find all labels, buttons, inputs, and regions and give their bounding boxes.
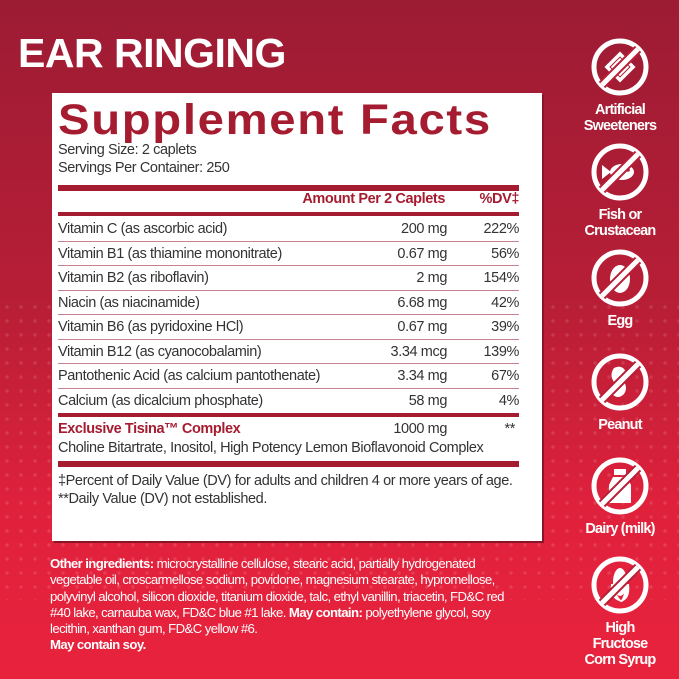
corn-icon	[591, 556, 649, 614]
nutrient-dv: 154%	[483, 270, 520, 286]
free-from-label: High Fructose Corn Syrup	[584, 620, 657, 668]
free-from-label: Peanut	[598, 417, 642, 433]
may-contain-label: May contain:	[288, 604, 363, 620]
supplement-facts-panel: Supplement Facts Serving Size: 2 caplets…	[52, 93, 542, 541]
nutrient-name: Vitamin B1 (as thiamine mononitrate)	[58, 245, 282, 262]
nutrient-amount: 0.67 mg	[397, 245, 447, 262]
nutrient-dv: 4%	[498, 392, 520, 409]
divider-thick	[58, 185, 519, 191]
free-from-label: Artificial Sweeteners	[583, 102, 657, 134]
may-contain-text: polyethylene glycol, soy lecithin, xanth…	[50, 604, 491, 637]
nutrient-name: Vitamin B6 (as pyridoxine HCl)	[58, 319, 244, 335]
nutrient-dv: 56%	[491, 245, 519, 262]
nutrient-row: Pantothenic Acid (as calcium pantothenat…	[58, 364, 519, 389]
nutrient-name: Vitamin C (as ascorbic acid)	[58, 221, 228, 237]
divider-medium	[58, 212, 519, 216]
free-from-badge: High Fructose Corn Syrup	[585, 554, 656, 668]
nutrient-amount: 0.67 mg	[397, 319, 447, 335]
free-from-badge: Dairy (milk)	[585, 455, 655, 537]
serving-size: Serving Size: 2 caplets	[58, 142, 197, 158]
nutrient-row: Niacin (as niacinamide) 6.68 mg 42%	[58, 291, 519, 315]
footnote-dv: ‡Percent of Daily Value (DV) for adults …	[58, 473, 513, 489]
nutrient-dv: 39%	[491, 319, 519, 335]
nutrient-amount: 58 mg	[408, 392, 448, 409]
nutrient-row: Calcium (as dicalcium phosphate) 58 mg 4%	[58, 389, 519, 414]
supplement-facts-heading: Supplement Facts	[58, 96, 492, 144]
free-from-badge: Artificial Sweeteners	[584, 36, 657, 134]
other-ingredients: Other ingredients: microcrystalline cell…	[50, 556, 525, 654]
nutrient-amount: 3.34 mg	[397, 368, 447, 384]
nutrient-amount: 200 mg	[401, 221, 447, 237]
complex-name: Exclusive Tisina™ Complex	[58, 421, 241, 437]
nutrient-dv: 42%	[491, 294, 519, 311]
dv-column-header: %DV‡	[479, 191, 520, 207]
milk-bottle-icon	[591, 457, 649, 515]
free-from-label: Dairy (milk)	[585, 521, 655, 537]
nutrient-amount: 2 mg	[416, 270, 447, 286]
artificial-sweeteners-icon	[591, 38, 649, 96]
nutrient-row: Vitamin B2 (as riboflavin) 2 mg 154%	[58, 266, 519, 291]
nutrient-dv: 67%	[491, 368, 519, 384]
amount-column-header: Amount Per 2 Caplets	[302, 191, 445, 207]
nutrient-amount: 3.34 mcg	[390, 343, 448, 360]
other-ingredients-label: Other ingredients:	[50, 556, 154, 571]
divider-medium	[58, 413, 519, 417]
fish-icon	[591, 143, 649, 201]
nutrient-name: Pantothenic Acid (as calcium pantothenat…	[58, 368, 321, 384]
nutrient-row: Vitamin B6 (as pyridoxine HCl) 0.67 mg 39%	[58, 315, 519, 340]
complex-amount: 1000 mg	[393, 421, 447, 437]
servings-per-container: Servings Per Container: 250	[58, 160, 230, 176]
nutrient-dv: 222%	[483, 221, 520, 237]
egg-icon	[591, 249, 649, 307]
complex-row: Exclusive Tisina™ Complex 1000 mg **	[58, 417, 519, 442]
free-from-label: Fish or Crustacean	[584, 207, 657, 239]
peanut-icon	[591, 353, 649, 411]
nutrient-amount: 6.68 mg	[397, 294, 447, 311]
nutrient-row: Vitamin B1 (as thiamine mononitrate) 0.67…	[58, 242, 519, 266]
free-from-badge: Fish or Crustacean	[585, 141, 656, 239]
nutrient-row: Vitamin B12 (as cyanocobalamin) 3.34 mcg 1…	[58, 340, 520, 364]
product-title: EAR RINGING	[18, 30, 286, 76]
nutrient-name: Niacin (as niacinamide)	[58, 294, 200, 311]
nutrient-name: Vitamin B2 (as riboflavin)	[58, 270, 209, 286]
free-from-label: Egg	[607, 313, 634, 329]
free-from-badge: Peanut	[589, 351, 651, 433]
soy-warning: May contain soy.	[50, 637, 146, 653]
footnote-not-established: **Daily Value (DV) not established.	[58, 491, 267, 507]
divider-thick	[58, 461, 519, 467]
nutrient-dv: 139%	[483, 343, 520, 360]
free-from-badge: Egg	[589, 247, 651, 329]
other-ingredients-text: microcrystalline cellulose, stearic acid…	[50, 556, 504, 620]
nutrient-row: Vitamin C (as ascorbic acid) 200 mg 222%	[58, 217, 519, 242]
nutrient-name: Calcium (as dicalcium phosphate)	[58, 392, 263, 409]
nutrient-name: Vitamin B12 (as cyanocobalamin)	[58, 343, 262, 360]
complex-ingredients: Choline Bitartrate, Inositol, High Poten…	[58, 440, 484, 456]
complex-dv: **	[504, 421, 516, 437]
